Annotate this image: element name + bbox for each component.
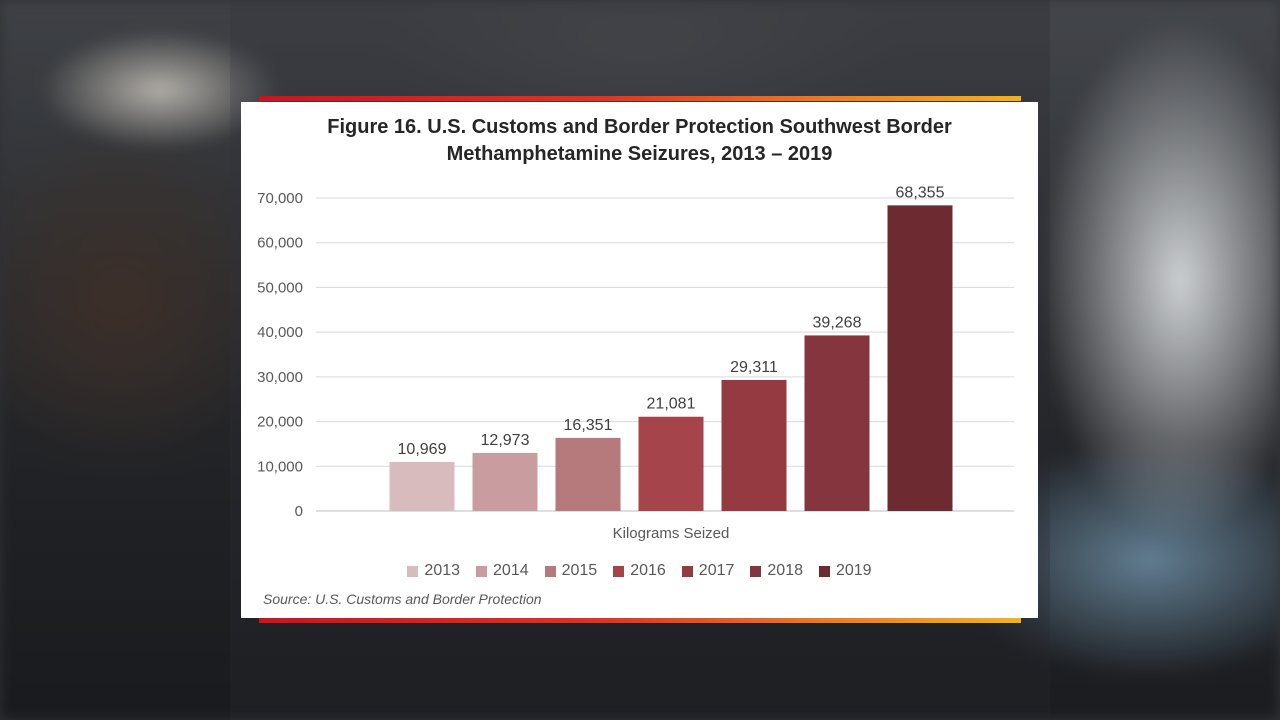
y-tick-label: 50,000 [257, 279, 303, 296]
y-tick-label: 20,000 [257, 414, 303, 431]
y-tick-label: 30,000 [257, 369, 303, 386]
legend-item-2017: 2017 [681, 562, 735, 580]
bar-chart: 0 10,000 20,000 30,000 40,000 50,000 60,000 70,… [257, 184, 1014, 542]
legend-item-2019: 2019 [818, 562, 872, 580]
data-label-2019: 68,355 [896, 184, 945, 201]
legend-label: 2019 [835, 562, 872, 579]
y-tick-label: 40,000 [257, 324, 303, 341]
legend-swatch [613, 565, 625, 577]
legend-swatch [407, 565, 419, 577]
y-tick-label: 60,000 [257, 235, 303, 252]
source-note: Source: U.S. Customs and Border Protecti… [263, 591, 542, 607]
bar-2016 [638, 416, 704, 511]
chart-card: Figure 16. U.S. Customs and Border Prote… [241, 102, 1038, 618]
x-axis-label: Kilograms Seized [613, 525, 730, 542]
bar-2019 [887, 205, 953, 511]
y-tick-label: 0 [295, 503, 303, 520]
legend-item-2013: 2013 [407, 562, 460, 580]
chart-title: Figure 16. U.S. Customs and Border Prote… [241, 114, 1038, 168]
chart-title-line2: Methamphetamine Seizures, 2013 – 2019 [446, 143, 833, 165]
legend-label: 2018 [767, 562, 803, 579]
bar-2015 [555, 437, 621, 511]
legend-label: 2013 [424, 562, 461, 579]
right-shade [1050, 0, 1280, 720]
bar-2014 [472, 452, 538, 511]
data-labels: 10,969 12,973 16,351 21,081 29,311 39,268 68,3… [398, 184, 945, 458]
top-accent-stripe [259, 96, 1021, 101]
data-label-2013: 10,969 [398, 441, 447, 458]
legend-item-2015: 2015 [544, 562, 598, 580]
y-axis-ticks: 0 10,000 20,000 30,000 40,000 50,000 60,000 70,… [257, 190, 303, 520]
data-label-2015: 16,351 [564, 417, 613, 434]
legend: 2013 2014 2015 2016 2017 2018 2019 [241, 562, 1038, 580]
legend-swatch [818, 565, 830, 577]
data-label-2017: 29,311 [730, 359, 778, 376]
data-label-2018: 39,268 [813, 314, 862, 331]
data-label-2014: 12,973 [481, 432, 530, 449]
data-label-2016: 21,081 [647, 396, 696, 413]
legend-label: 2015 [561, 562, 598, 579]
legend-item-2016: 2016 [613, 562, 666, 580]
legend-swatch [476, 565, 488, 577]
legend-item-2014: 2014 [476, 562, 529, 580]
legend-label: 2016 [630, 562, 666, 579]
bars [389, 205, 953, 511]
bar-2017 [721, 379, 787, 511]
legend-swatch [544, 565, 556, 577]
legend-label: 2014 [493, 562, 529, 579]
legend-label: 2017 [698, 562, 735, 579]
bottom-accent-stripe [259, 618, 1021, 623]
bar-2018 [804, 335, 870, 511]
y-tick-label: 70,000 [257, 190, 303, 207]
legend-item-2018: 2018 [750, 562, 803, 580]
bar-2013 [389, 461, 455, 511]
y-tick-label: 10,000 [257, 458, 303, 475]
legend-swatch [750, 565, 762, 577]
left-shade [0, 0, 230, 720]
chart-title-line1: Figure 16. U.S. Customs and Border Prote… [327, 116, 952, 138]
legend-swatch [681, 565, 693, 577]
